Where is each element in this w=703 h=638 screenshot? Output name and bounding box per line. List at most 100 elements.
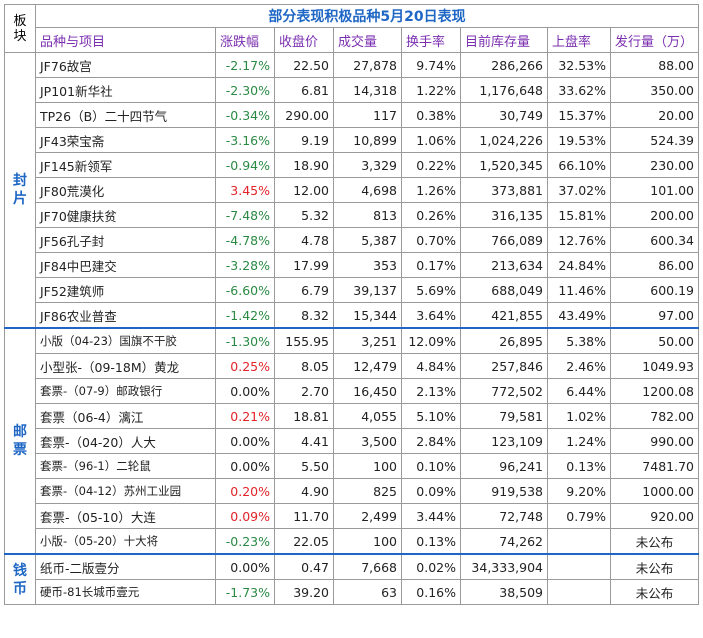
issue-cell: 600.34 [610,227,699,253]
close-cell: 2.70 [274,378,334,404]
close-cell: 22.05 [274,528,334,555]
change-cell: -2.30% [215,77,275,103]
turnover-cell: 0.10% [401,453,461,479]
volume-cell: 63 [333,579,402,605]
change-cell: -1.30% [215,327,275,354]
stock-cell: 316,135 [460,202,548,228]
issue-cell: 未公布 [610,528,699,555]
stock-cell: 257,846 [460,353,548,379]
close-cell: 8.32 [274,302,334,329]
header-close: 收盘价 [274,27,334,53]
item-name: 套票-（05-10）大连 [35,503,216,529]
volume-cell: 813 [333,202,402,228]
stock-cell: 96,241 [460,453,548,479]
table-row: JP101新华社 -2.30% 6.81 14,318 1.22% 1,176,648 33… [5,77,699,103]
table-row: 套票-（96-1）二轮鼠 0.00% 5.50 100 0.10% 96,241 0.13%… [5,453,699,479]
section-label: 封片 [4,52,36,329]
table-row: 硬币-81长城币壹元 -1.73% 39.20 63 0.16% 38,509 未公布 [5,579,699,605]
change-cell: -1.42% [215,302,275,329]
table-row: 钱币 纸币-二版壹分 0.00% 0.47 7,668 0.02% 34,333,904 未公… [4,553,699,605]
issue-cell: 97.00 [610,302,699,329]
item-name: JF43荣宝斋 [35,127,216,153]
item-name: JF84中巴建交 [35,252,216,278]
turnover-cell: 2.13% [401,378,461,404]
stock-cell: 74,262 [460,528,548,555]
table-row: JF80荒漠化 3.45% 12.00 4,698 1.26% 373,881 37.02%… [5,177,699,203]
listed-cell: 15.37% [547,102,611,128]
change-cell: -2.17% [215,52,275,78]
table-row: JF43荣宝斋 -3.16% 9.19 10,899 1.06% 1,024,226 19.… [5,127,699,153]
listed-cell: 33.62% [547,77,611,103]
stock-cell: 688,049 [460,277,548,303]
stock-cell: 213,634 [460,252,548,278]
stock-cell: 766,089 [460,227,548,253]
stock-cell: 34,333,904 [460,553,548,580]
table-row: JF84中巴建交 -3.28% 17.99 353 0.17% 213,634 24.84%… [5,252,699,278]
close-cell: 39.20 [274,579,334,605]
turnover-cell: 0.26% [401,202,461,228]
volume-cell: 3,500 [333,428,402,454]
item-name: JF56孔子封 [35,227,216,253]
close-cell: 4.90 [274,478,334,504]
change-cell: -3.28% [215,252,275,278]
issue-cell: 200.00 [610,202,699,228]
item-name: 小型张-（09-18M）黄龙 [35,353,216,379]
section-label: 邮票 [4,327,36,555]
turnover-cell: 0.70% [401,227,461,253]
table-row: 套票-（04-12）苏州工业园 0.20% 4.90 825 0.09% 919,538 9… [5,478,699,504]
close-cell: 9.19 [274,127,334,153]
volume-cell: 7,668 [333,553,402,580]
table-row: JF70健康扶贫 -7.48% 5.32 813 0.26% 316,135 15.81% 2… [5,202,699,228]
listed-cell: 1.02% [547,403,611,429]
turnover-cell: 2.84% [401,428,461,454]
market-table: 板块 部分表现积极品种5月20日表现 品种与项目 涨跌幅 收盘价 成交量 换手率… [4,4,699,605]
volume-cell: 27,878 [333,52,402,78]
change-cell: -1.73% [215,579,275,605]
turnover-cell: 5.69% [401,277,461,303]
change-cell: 0.21% [215,403,275,429]
issue-cell: 7481.70 [610,453,699,479]
issue-cell: 20.00 [610,102,699,128]
volume-cell: 353 [333,252,402,278]
change-cell: -3.16% [215,127,275,153]
item-name: 小版（04-23）国旗不干胶 [35,327,216,354]
change-cell: 0.00% [215,453,275,479]
close-cell: 290.00 [274,102,334,128]
volume-cell: 4,055 [333,403,402,429]
volume-cell: 100 [333,453,402,479]
issue-cell: 920.00 [610,503,699,529]
stock-cell: 72,748 [460,503,548,529]
stock-cell: 1,176,648 [460,77,548,103]
issue-cell: 50.00 [610,327,699,354]
volume-cell: 825 [333,478,402,504]
issue-cell: 230.00 [610,152,699,178]
volume-cell: 10,899 [333,127,402,153]
listed-cell [547,553,611,580]
stock-cell: 79,581 [460,403,548,429]
issue-cell: 1000.00 [610,478,699,504]
listed-cell: 0.79% [547,503,611,529]
change-cell: 0.09% [215,503,275,529]
listed-cell: 19.53% [547,127,611,153]
listed-cell: 9.20% [547,478,611,504]
listed-cell: 15.81% [547,202,611,228]
volume-cell: 117 [333,102,402,128]
block-header: 板块 [4,4,36,53]
change-cell: -0.94% [215,152,275,178]
close-cell: 155.95 [274,327,334,354]
item-name: JP101新华社 [35,77,216,103]
issue-cell: 未公布 [610,553,699,580]
header-volume: 成交量 [333,27,402,53]
turnover-cell: 5.10% [401,403,461,429]
header-listed: 上盘率 [547,27,611,53]
listed-cell: 43.49% [547,302,611,329]
close-cell: 6.81 [274,77,334,103]
table-row: 套票-（07-9）邮政银行 0.00% 2.70 16,450 2.13% 772,502… [5,378,699,404]
table-row: JF86农业普查 -1.42% 8.32 15,344 3.64% 421,855 43.4… [5,302,699,329]
stock-cell: 421,855 [460,302,548,329]
change-cell: -0.34% [215,102,275,128]
block-header-label: 板块 [13,13,27,44]
close-cell: 11.70 [274,503,334,529]
issue-cell: 990.00 [610,428,699,454]
item-name: 纸币-二版壹分 [35,553,216,580]
